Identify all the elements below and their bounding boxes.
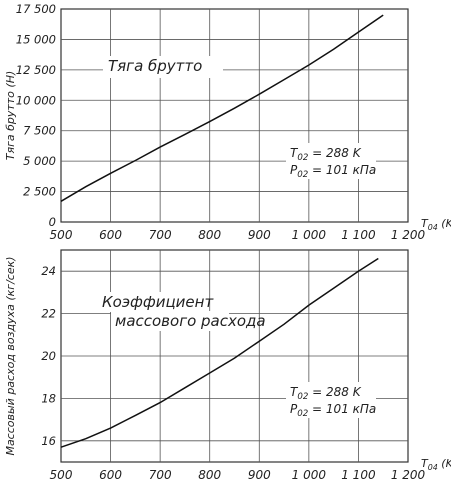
y-tick-label: 5 000 bbox=[23, 154, 56, 168]
y-tick-label: 2 500 bbox=[23, 185, 56, 199]
x-axis-label: T04 (K) bbox=[421, 217, 451, 232]
x-tick-label: 900 bbox=[248, 228, 271, 242]
y-tick-label: 18 bbox=[41, 391, 56, 405]
x-tick-label: 600 bbox=[99, 468, 122, 481]
y-tick-label: 12 500 bbox=[16, 63, 56, 77]
y-tick-label: 24 bbox=[41, 264, 56, 278]
y-axis-label: Тяга брутто (Н) bbox=[4, 71, 17, 161]
chart-title-line: Коэффициент bbox=[102, 293, 214, 311]
x-tick-label: 1 100 bbox=[341, 228, 376, 242]
y-axis-label: Массовый расход воздуха (кг/сек) bbox=[4, 256, 17, 455]
x-axis-label: T04 (K) bbox=[421, 457, 451, 472]
x-tick-label: 800 bbox=[198, 228, 221, 242]
annotation-line: P02 = 101 кПа bbox=[290, 402, 376, 419]
annotation-line: P02 = 101 кПа bbox=[290, 163, 376, 180]
x-tick-label: 500 bbox=[50, 468, 73, 481]
chart-mass-flow: 500 600 700 800 900 1 000 1 100 1 200 16 18 20 22 24… bbox=[4, 249, 451, 481]
chart-title-line: массового расхода bbox=[115, 312, 266, 330]
x-tick-label: 700 bbox=[149, 468, 172, 481]
y-tick-label: 10 000 bbox=[16, 93, 56, 107]
x-tick-label: 1 000 bbox=[292, 228, 327, 242]
annotation-bg bbox=[286, 382, 376, 418]
plot-frame bbox=[60, 8, 409, 223]
y-tick-label: 16 bbox=[41, 434, 56, 448]
title-bg bbox=[98, 292, 206, 312]
series-line bbox=[60, 14, 384, 202]
x-tick-label: 900 bbox=[248, 468, 271, 481]
y-tick-label: 17 500 bbox=[16, 2, 56, 16]
annotation-line: T02 = 288 K bbox=[290, 146, 362, 163]
y-tick-label: 22 bbox=[41, 307, 56, 321]
y-tick-label: 20 bbox=[41, 349, 56, 363]
x-tick-label: 1 100 bbox=[341, 468, 376, 481]
x-tick-label: 500 bbox=[50, 228, 73, 242]
x-tick-label: 600 bbox=[99, 228, 122, 242]
x-tick-label: 1 000 bbox=[292, 468, 327, 481]
annotation-bg bbox=[286, 143, 376, 179]
annotation-line: T02 = 288 K bbox=[290, 385, 362, 402]
chart-title: Тяга брутто bbox=[108, 57, 202, 75]
title-bg bbox=[103, 56, 223, 78]
x-tick-label: 800 bbox=[198, 468, 221, 481]
x-tick-label: 1 200 bbox=[391, 468, 426, 481]
x-tick-label: 1 200 bbox=[391, 228, 426, 242]
title-bg bbox=[111, 311, 229, 331]
y-tick-label: 7 500 bbox=[23, 124, 56, 138]
series-line bbox=[60, 257, 379, 448]
y-tick-label: 15 000 bbox=[16, 32, 56, 46]
y-tick-label: 0 bbox=[49, 215, 56, 229]
chart-gross-thrust: 500 600 700 800 900 1 000 1 100 1 200 0 2 500 5 00… bbox=[4, 2, 451, 242]
x-tick-label: 700 bbox=[149, 228, 172, 242]
